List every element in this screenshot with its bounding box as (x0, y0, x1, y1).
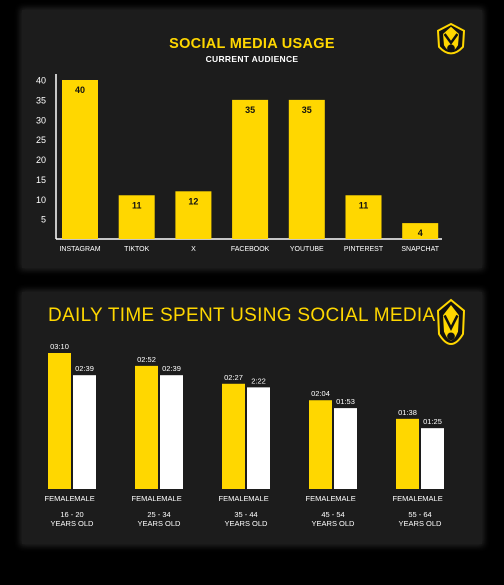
category-label: 25 - 34 (147, 510, 170, 519)
category-label: YEARS OLD (138, 519, 182, 528)
category-label: YEARS OLD (399, 519, 443, 528)
male-bar (247, 387, 270, 489)
crest-shape (436, 22, 466, 55)
category-label: YEARS OLD (51, 519, 95, 528)
crest-fill (443, 26, 459, 52)
crest-logo-icon (436, 298, 466, 345)
bar (232, 99, 269, 239)
usage-bar-chart: 5 10 15 20 25 30 35 40 40 INSTAGRAM 11 TIKTOK 12 X 35 F… (36, 74, 442, 253)
bar-value-label: 11 (359, 200, 369, 210)
category-label: X (191, 246, 196, 253)
female-bar (396, 418, 419, 489)
crest-fill (443, 304, 459, 341)
bar-value-label: 01:38 (398, 408, 417, 417)
crest-shape (436, 298, 466, 345)
usage-chart-title: SOCIAL MEDIA USAGE (169, 36, 335, 52)
category-label: 35 - 44 (234, 510, 257, 519)
y-tick-label: 5 (41, 215, 46, 225)
series-label: MALE (335, 494, 355, 503)
y-tick-label: 20 (36, 155, 46, 165)
bar-value-label: 02:39 (75, 364, 94, 373)
crest-emblem (447, 44, 455, 53)
category-label: PINTEREST (344, 246, 384, 253)
usage-chart-subtitle: CURRENT AUDIENCE (205, 54, 299, 64)
series-label: MALE (74, 494, 94, 503)
y-tick-label: 25 (36, 135, 46, 145)
bar (62, 80, 98, 239)
bar-value-label: 35 (302, 105, 312, 115)
female-bar (135, 365, 158, 489)
bar-value-label: 02:04 (311, 389, 330, 398)
time-chart-title: DAILY TIME SPENT USING SOCIAL MEDIA (48, 305, 436, 326)
series-label: FEMALE (305, 494, 335, 503)
male-bar (334, 408, 357, 489)
category-label: TIKTOK (124, 246, 149, 253)
y-tick-label: 15 (36, 175, 46, 185)
female-bar (309, 400, 332, 489)
crest-chevron (443, 33, 459, 45)
bar-value-label: 02:52 (137, 355, 156, 364)
series-label: FEMALE (131, 494, 161, 503)
category-label: YOUTUBE (290, 246, 324, 253)
bar (175, 191, 212, 239)
y-tick-label: 10 (36, 195, 46, 205)
crest-chevron (443, 314, 459, 331)
series-label: FEMALE (218, 494, 248, 503)
bar-value-label: 2:22 (251, 376, 266, 385)
male-bar (160, 375, 183, 489)
bar-value-label: 35 (245, 105, 255, 115)
series-label: MALE (248, 494, 268, 503)
bar (402, 223, 439, 239)
series-label: FEMALE (44, 494, 74, 503)
series-label: FEMALE (392, 494, 422, 503)
bar (118, 195, 155, 239)
series-label: MALE (422, 494, 442, 503)
social-media-usage-panel: SOCIAL MEDIA USAGE CURRENT AUDIENCE 5 10 1… (22, 10, 482, 268)
bar-value-label: 02:27 (224, 373, 243, 382)
male-bar (73, 375, 96, 489)
bar-value-label: 01:25 (423, 417, 442, 426)
daily-time-panel: DAILY TIME SPENT USING SOCIAL MEDIA 03:1… (22, 292, 482, 544)
bar (288, 99, 325, 239)
category-label: YEARS OLD (225, 519, 269, 528)
category-label: YEARS OLD (312, 519, 356, 528)
y-tick-label: 35 (36, 95, 46, 105)
male-bar (421, 428, 444, 489)
y-tick-label: 30 (36, 115, 46, 125)
category-label: 16 - 20 (60, 510, 83, 519)
bar-value-label: 12 (188, 196, 198, 206)
crest-logo-icon (436, 22, 466, 55)
bar-value-label: 03:10 (50, 342, 69, 351)
female-bar (48, 353, 71, 489)
y-tick-label: 40 (36, 76, 46, 86)
bar-value-label: 01:53 (336, 397, 355, 406)
female-bar (222, 383, 245, 489)
category-label: SNAPCHAT (401, 246, 439, 253)
bar-value-label: 11 (132, 200, 142, 210)
category-label: INSTAGRAM (59, 246, 100, 253)
category-label: 55 - 64 (408, 510, 431, 519)
bar (345, 195, 382, 239)
bar-value-label: 4 (418, 228, 423, 238)
crest-emblem (447, 332, 455, 341)
bar-value-label: 02:39 (162, 364, 181, 373)
category-label: 45 - 54 (321, 510, 344, 519)
series-label: MALE (161, 494, 181, 503)
category-label: FACEBOOK (231, 246, 270, 253)
bar-value-label: 40 (75, 85, 85, 95)
